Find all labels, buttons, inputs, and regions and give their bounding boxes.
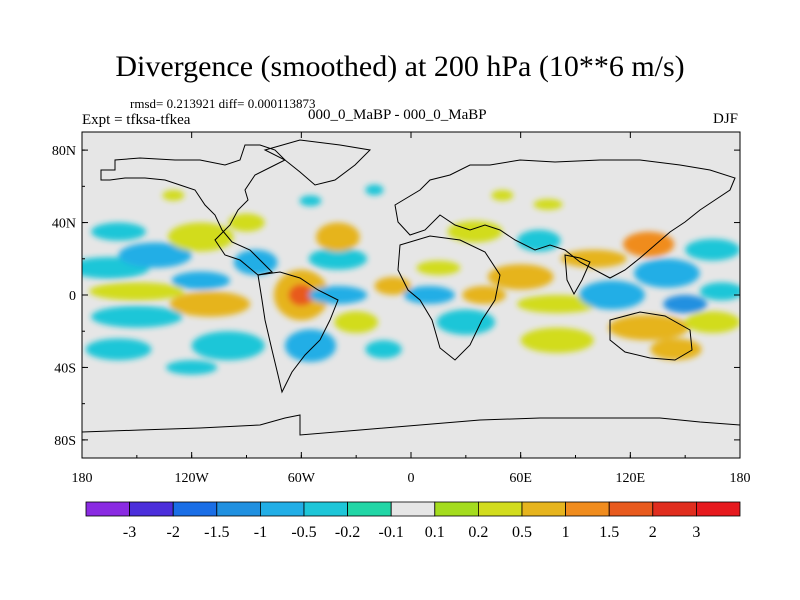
colorbar-label: -0.1 [379, 524, 404, 541]
field-region-38 [685, 238, 740, 261]
x-tick-label: 60W [288, 471, 316, 486]
colorbar-label: -2 [167, 524, 180, 541]
y-tick-label: 40N [52, 217, 76, 232]
colorbar-swatch [434, 501, 479, 517]
field-region-17 [315, 222, 360, 252]
subtitle: 000_0_MaBP - 000_0_MaBP [308, 107, 487, 123]
colorbar-swatch [477, 501, 523, 517]
field-region-39 [699, 282, 740, 301]
y-tick-label: 80S [54, 434, 76, 449]
field-region-1 [91, 222, 146, 241]
x-tick-label: 0 [408, 471, 415, 486]
field-region-22 [403, 285, 455, 305]
field-region-45 [365, 184, 384, 196]
field-region-9 [191, 331, 265, 361]
colorbar-label: -1 [254, 524, 267, 541]
colorbar-label: -3 [123, 524, 136, 541]
colorbar-label: 0.1 [425, 524, 445, 541]
x-tick-label: 120W [175, 471, 210, 486]
field-region-3 [89, 282, 185, 301]
field-region-31 [560, 249, 627, 268]
field-region-16 [308, 247, 368, 270]
colorbar-label: -1.5 [204, 524, 229, 541]
field-region-10 [166, 360, 218, 375]
y-tick-label: 80N [52, 144, 76, 159]
colorbar-swatch [85, 501, 130, 517]
coastline-india [564, 254, 591, 296]
colorbar-label: 1.5 [599, 524, 619, 541]
colorbar-swatch [608, 501, 654, 517]
chart-title: Divergence (smoothed) at 200 hPa (10**6 … [115, 50, 685, 83]
colorbar-swatch [216, 501, 261, 517]
colorbar-swatch [259, 501, 305, 517]
coastline-eurasia [394, 159, 736, 279]
field-region-15 [284, 329, 337, 363]
coastline-south-america [257, 271, 339, 394]
field-region-43 [299, 195, 322, 207]
field-region-35 [663, 295, 708, 314]
field-region-4 [91, 305, 183, 328]
field-region-24 [436, 309, 496, 335]
colorbar-label: 1 [562, 524, 570, 541]
colorbar-swatch [521, 501, 566, 517]
field-region-14 [288, 284, 315, 306]
field-region-29 [517, 295, 598, 314]
colorbar-label: 3 [692, 524, 700, 541]
field-region-27 [487, 264, 554, 290]
field-region-40 [685, 311, 740, 334]
field-region-20 [365, 340, 402, 359]
y-tick-label: 40S [54, 361, 76, 376]
field-region-7 [169, 291, 251, 317]
colorbar-label: 0.5 [512, 524, 532, 541]
field-region-36 [608, 314, 689, 341]
coastline-africa [397, 235, 501, 361]
coastline-north-america [100, 144, 286, 276]
colorbar-swatch [303, 501, 348, 517]
colorbar-label: -0.5 [291, 524, 316, 541]
field-region-37 [650, 338, 702, 361]
field-region-32 [579, 280, 645, 310]
field-region-11 [233, 249, 278, 276]
field-region-41 [162, 189, 185, 201]
colorbar-swatch [652, 501, 697, 517]
experiment-label: Expt = tfksa-tfkea [82, 112, 191, 128]
colorbar-swatch [347, 501, 392, 517]
field-region-19 [334, 311, 379, 334]
field-region-33 [623, 231, 675, 257]
colorbar-swatch [696, 501, 741, 517]
colorbar-swatch [172, 501, 218, 517]
field-region-6 [167, 222, 234, 252]
colorbar-label: 2 [649, 524, 657, 541]
coastline-australia [609, 311, 693, 361]
field-region-23 [416, 260, 461, 276]
colorbar-swatch [565, 501, 610, 517]
field-region-44 [491, 189, 514, 201]
colorbar-swatch [390, 501, 436, 517]
field-region-2 [118, 242, 192, 268]
field-region-42 [533, 199, 563, 210]
field-region-21 [374, 276, 411, 296]
season-label: DJF [713, 111, 739, 127]
x-tick-label: 120E [616, 471, 646, 486]
field-region-25 [462, 285, 507, 305]
field-region-12 [228, 213, 265, 232]
field-region-8 [171, 271, 231, 290]
field-region-34 [633, 258, 700, 288]
field-region-5 [85, 338, 152, 361]
x-tick-label: 180 [730, 471, 751, 486]
coastline-antarctica [82, 414, 740, 436]
y-tick-label: 0 [69, 289, 76, 304]
x-tick-label: 180 [72, 471, 93, 486]
colorbar-label: -0.2 [335, 524, 360, 541]
x-tick-label: 60E [509, 471, 532, 486]
field-region-30 [520, 327, 594, 353]
field-region-18 [308, 285, 368, 305]
stats-text: rmsd= 0.213921 diff= 0.000113873 [130, 96, 316, 111]
coastline-greenland [263, 139, 372, 186]
colorbar-label: 0.2 [468, 524, 488, 541]
colorbar-swatch [129, 501, 174, 517]
